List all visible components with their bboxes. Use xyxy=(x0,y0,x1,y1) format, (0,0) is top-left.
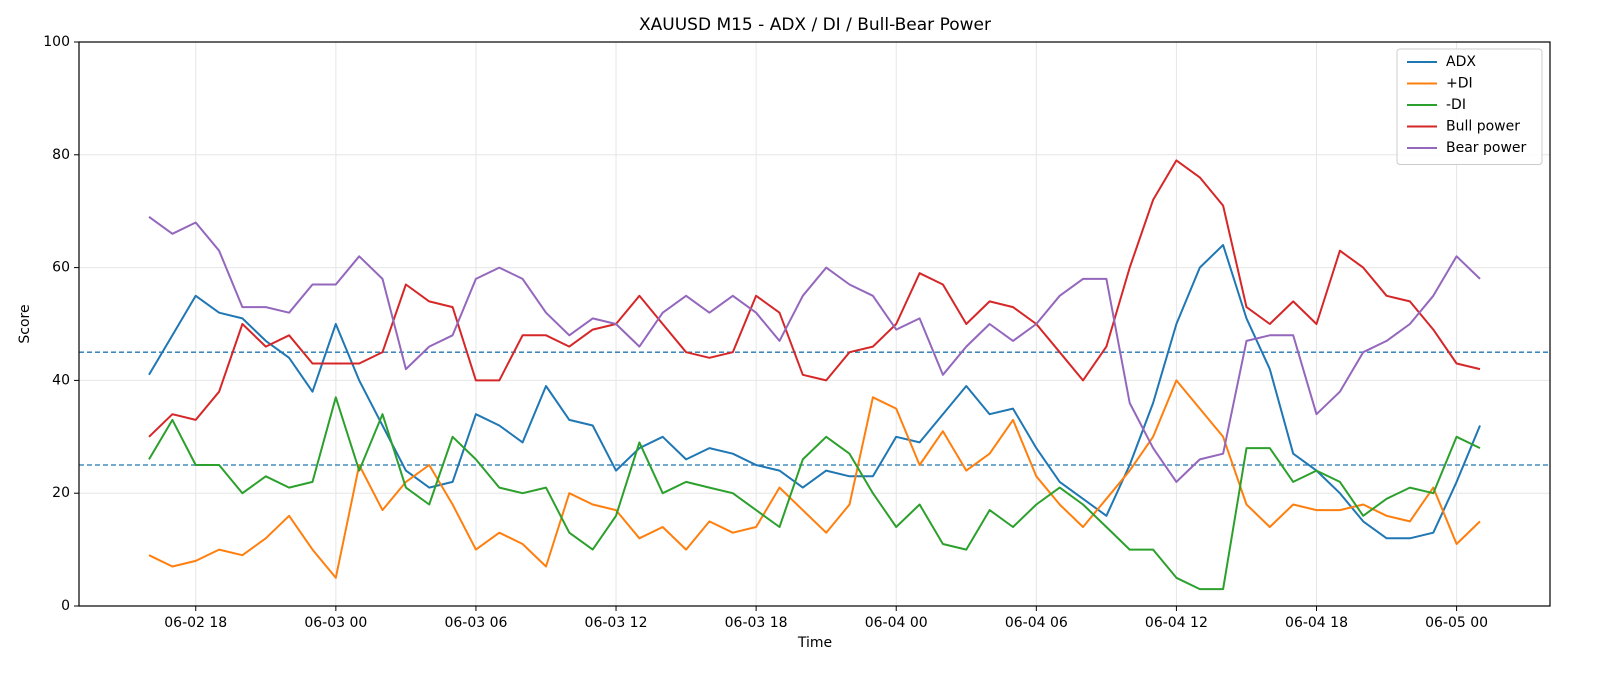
x-tick-label: 06-03 00 xyxy=(304,615,367,631)
series-line xyxy=(148,159,1481,438)
x-tick-label: 06-04 12 xyxy=(1145,615,1208,631)
plot-frame xyxy=(78,41,1551,607)
legend-box xyxy=(1396,48,1543,165)
x-tick-label: 06-04 18 xyxy=(1285,615,1348,631)
legend-label: -DI xyxy=(1446,97,1466,113)
legend-label: Bear power xyxy=(1446,140,1527,156)
legend-label: Bull power xyxy=(1446,119,1520,135)
y-tick-label: 20 xyxy=(52,485,70,501)
series-line xyxy=(148,396,1481,591)
series-line xyxy=(148,244,1481,540)
x-axis-label: Time xyxy=(797,635,832,651)
x-tick-label: 06-03 18 xyxy=(725,615,788,631)
x-tick-label: 06-04 00 xyxy=(865,615,928,631)
chart-title: XAUUSD M15 - ADX / DI / Bull-Bear Power xyxy=(639,15,991,35)
y-tick-label: 60 xyxy=(52,260,70,276)
x-tick-label: 06-05 00 xyxy=(1425,615,1488,631)
x-tick-label: 06-03 12 xyxy=(585,615,648,631)
series-line xyxy=(148,379,1481,579)
x-tick-label: 06-02 18 xyxy=(164,615,227,631)
y-tick-label: 100 xyxy=(43,34,70,50)
y-tick-label: 40 xyxy=(52,372,70,388)
legend: ADX +DI -DI Bull power Bear power xyxy=(1396,48,1543,165)
legend-label: ADX xyxy=(1446,54,1476,70)
legend-label: +DI xyxy=(1446,76,1473,92)
y-tick-label: 0 xyxy=(61,598,70,614)
series-line xyxy=(148,215,1481,483)
y-tick-label: 80 xyxy=(52,147,70,163)
x-tick-label: 06-03 06 xyxy=(444,615,507,631)
y-axis-label: Score xyxy=(17,304,33,343)
x-tick-label: 06-04 06 xyxy=(1005,615,1068,631)
